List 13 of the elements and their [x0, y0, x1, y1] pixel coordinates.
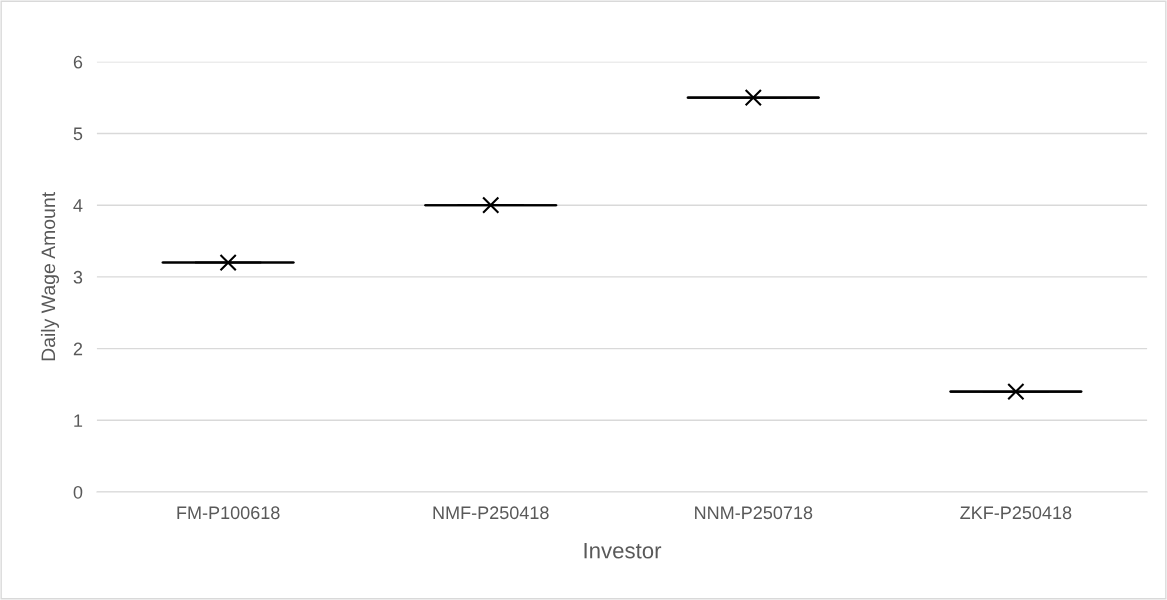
y-tick-label: 1 — [74, 414, 83, 427]
x-tick-label: NMF-P250418 — [433, 506, 549, 520]
y-tick-label: 5 — [73, 127, 83, 141]
x-tick-label: ZKF-P250418 — [960, 506, 1072, 520]
y-tick-label: 3 — [73, 270, 83, 284]
y-axis-title: Daily Wage Amount — [40, 192, 60, 361]
x-tick-label: FM-P100618 — [177, 506, 280, 520]
y-tick-label: 0 — [73, 485, 83, 499]
x-axis-title: Investor — [584, 542, 662, 559]
y-tick-label: 2 — [73, 342, 83, 356]
y-tick-label: 4 — [73, 199, 83, 212]
y-tick-label: 6 — [73, 55, 83, 69]
x-tick-label: NNM-P250718 — [695, 506, 813, 520]
